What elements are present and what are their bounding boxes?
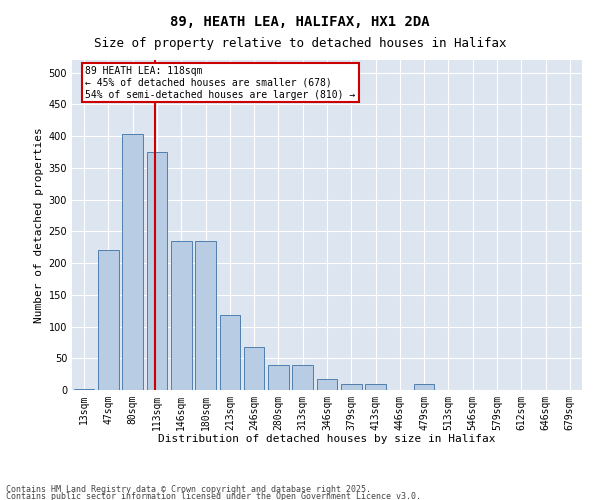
Text: 89, HEATH LEA, HALIFAX, HX1 2DA: 89, HEATH LEA, HALIFAX, HX1 2DA <box>170 15 430 29</box>
Bar <box>122 134 143 390</box>
Bar <box>244 347 265 390</box>
Text: Contains HM Land Registry data © Crown copyright and database right 2025.: Contains HM Land Registry data © Crown c… <box>6 486 371 494</box>
Bar <box>341 384 362 390</box>
Text: Size of property relative to detached houses in Halifax: Size of property relative to detached ho… <box>94 38 506 51</box>
Text: 89 HEATH LEA: 118sqm
← 45% of detached houses are smaller (678)
54% of semi-deta: 89 HEATH LEA: 118sqm ← 45% of detached h… <box>85 66 356 100</box>
Bar <box>365 384 386 390</box>
Bar <box>268 364 289 390</box>
Bar <box>414 384 434 390</box>
Bar <box>220 315 240 390</box>
Bar <box>98 250 119 390</box>
Bar <box>195 241 216 390</box>
Bar <box>146 152 167 390</box>
X-axis label: Distribution of detached houses by size in Halifax: Distribution of detached houses by size … <box>158 434 496 444</box>
Text: Contains public sector information licensed under the Open Government Licence v3: Contains public sector information licen… <box>6 492 421 500</box>
Bar <box>171 241 191 390</box>
Bar <box>317 378 337 390</box>
Bar <box>292 364 313 390</box>
Bar <box>74 388 94 390</box>
Y-axis label: Number of detached properties: Number of detached properties <box>34 127 44 323</box>
